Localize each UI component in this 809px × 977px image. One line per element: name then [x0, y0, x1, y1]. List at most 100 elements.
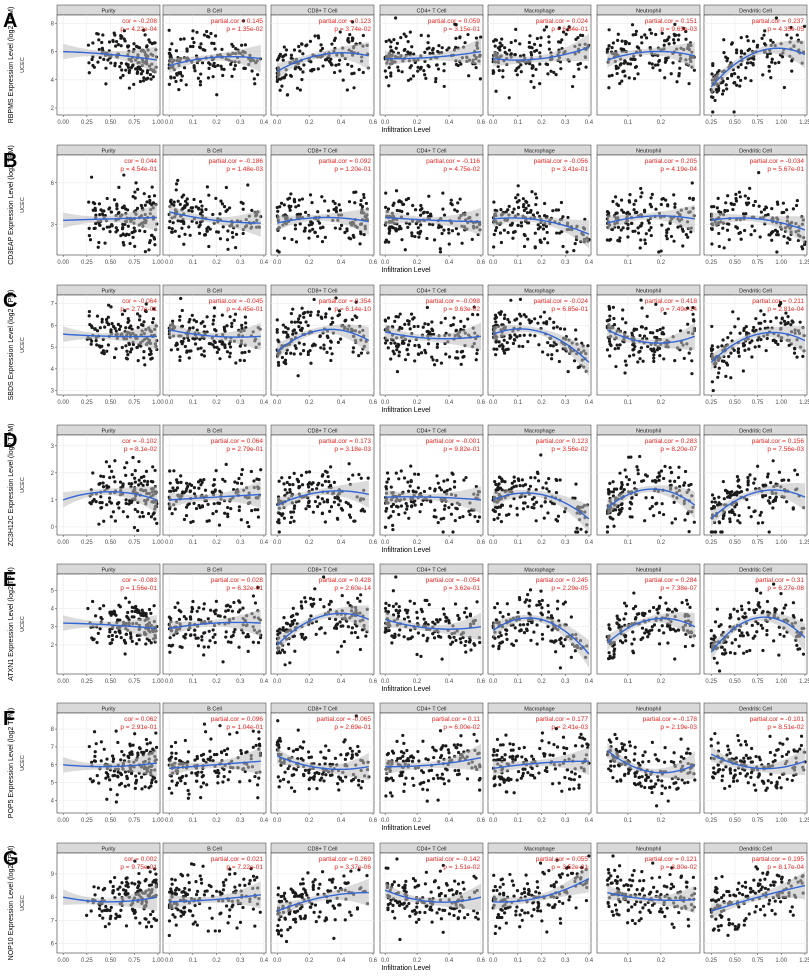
scatter-point — [292, 328, 296, 332]
scatter-point — [140, 510, 144, 515]
scatter-point — [185, 202, 189, 207]
scatter-point — [293, 320, 297, 324]
scatter-point — [542, 28, 546, 32]
scatter-point — [767, 69, 771, 73]
scatter-point — [99, 474, 103, 478]
scatter-point — [677, 465, 681, 469]
scatter-point — [346, 62, 350, 67]
scatter-point — [183, 344, 187, 349]
scatter-point — [328, 339, 333, 343]
scatter-point — [199, 72, 203, 76]
x-axis-label: Infiltration Level — [381, 267, 430, 274]
scatter-point — [501, 69, 505, 73]
scatter-point — [98, 345, 102, 349]
scatter-point — [516, 184, 520, 188]
scatter-point — [292, 519, 296, 523]
scatter-point — [634, 199, 638, 203]
scatter-point — [318, 502, 322, 506]
scatter-point — [87, 226, 91, 230]
scatter-point — [350, 38, 355, 43]
scatter-point — [414, 490, 418, 494]
x-tick-label: 0.3 — [561, 120, 570, 126]
scatter-point — [127, 342, 131, 346]
scatter-point — [513, 318, 517, 322]
scatter-point — [503, 480, 507, 484]
scatter-point — [614, 364, 618, 369]
scatter-point — [525, 200, 529, 204]
scatter-point — [618, 343, 622, 347]
scatter-point — [711, 388, 715, 393]
p-value-text: p = 9.63e-02 — [443, 306, 480, 313]
scatter-point — [414, 208, 418, 212]
scatter-point — [753, 477, 757, 481]
scatter-point — [532, 85, 536, 90]
scatter-point — [430, 48, 435, 52]
scatter-point — [632, 353, 636, 357]
x-tick-label: 0.4 — [585, 260, 594, 266]
x-tick-label: 0.75 — [128, 540, 140, 546]
scatter-point — [643, 210, 647, 214]
scatter-point — [316, 67, 320, 71]
scatter-point — [523, 233, 527, 238]
scatter-point — [288, 520, 293, 525]
scatter-point — [385, 506, 389, 511]
scatter-point — [114, 347, 118, 351]
scatter-point — [618, 471, 622, 475]
fit-line — [63, 50, 158, 61]
scatter-point — [686, 235, 690, 239]
scatter-point — [280, 476, 284, 480]
scatter-point — [666, 203, 670, 207]
scatter-point — [406, 212, 410, 216]
scatter-point — [215, 93, 219, 97]
scatter-point — [456, 63, 460, 68]
scatter-point — [386, 316, 391, 320]
scatter-point — [771, 506, 775, 510]
scatter-point — [284, 73, 288, 77]
scatter-point — [405, 347, 409, 352]
scatter-point — [519, 224, 524, 228]
scatter-point — [644, 326, 648, 330]
scatter-point — [104, 82, 108, 86]
scatter-point — [758, 235, 762, 239]
facet-title: Purity — [101, 148, 115, 154]
scatter-point — [669, 234, 674, 239]
scatter-point — [686, 512, 690, 516]
scatter-point — [631, 33, 635, 37]
scatter-point — [426, 64, 430, 68]
scatter-point — [133, 507, 137, 512]
x-tick-label: 0.3 — [236, 540, 245, 546]
scatter-point — [137, 459, 141, 464]
scatter-point — [416, 231, 420, 235]
scatter-point — [142, 28, 146, 32]
scatter-point — [347, 477, 351, 481]
scatter-point — [389, 485, 393, 489]
scatter-point — [668, 479, 672, 483]
scatter-point — [308, 348, 312, 353]
scatter-point — [630, 331, 634, 335]
scatter-point — [187, 356, 191, 360]
scatter-point — [292, 506, 296, 510]
facet-title: Neutrophil — [636, 428, 661, 434]
scatter-point — [147, 248, 151, 252]
scatter-point — [153, 517, 157, 521]
scatter-point — [91, 208, 95, 212]
scatter-point — [730, 508, 734, 512]
y-tick-label: 2 — [51, 106, 55, 112]
facet-title: B Cell — [207, 148, 222, 154]
scatter-point — [657, 250, 661, 254]
x-tick-label: 0.0 — [381, 120, 390, 126]
scatter-point — [500, 503, 505, 507]
scatter-point — [300, 483, 305, 487]
scatter-point — [308, 313, 313, 317]
scatter-point — [728, 520, 732, 524]
scatter-point — [441, 207, 445, 211]
scatter-point — [410, 231, 414, 235]
scatter-point — [96, 60, 100, 64]
scatter-point — [545, 487, 549, 491]
x-tick-label: 0.4 — [260, 540, 269, 546]
scatter-point — [197, 231, 202, 236]
scatter-point — [175, 182, 179, 186]
scatter-point — [628, 193, 632, 197]
x-tick-label: 1.25 — [799, 120, 809, 126]
scatter-point — [118, 324, 123, 328]
